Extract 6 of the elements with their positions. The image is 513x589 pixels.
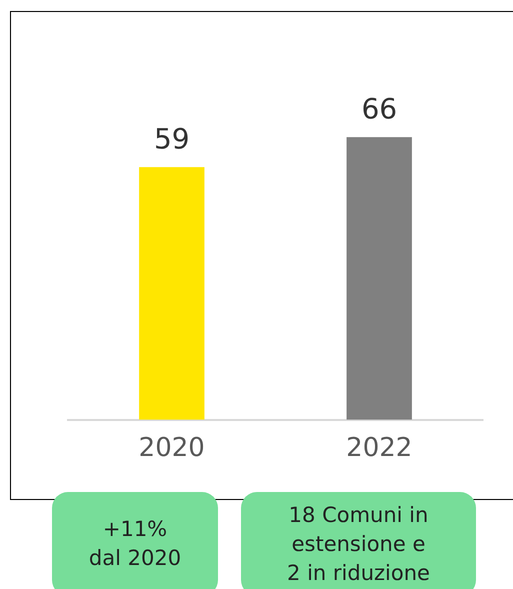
- data-label: 66: [361, 92, 398, 126]
- x-tick-label: 2020: [138, 433, 205, 464]
- data-label: 59: [154, 122, 190, 156]
- text: 18 Comuni in estensione e 2 in riduzione: [241, 492, 476, 589]
- text: +11% dal 2020: [52, 492, 218, 589]
- x-tick-label: 2022: [346, 433, 412, 464]
